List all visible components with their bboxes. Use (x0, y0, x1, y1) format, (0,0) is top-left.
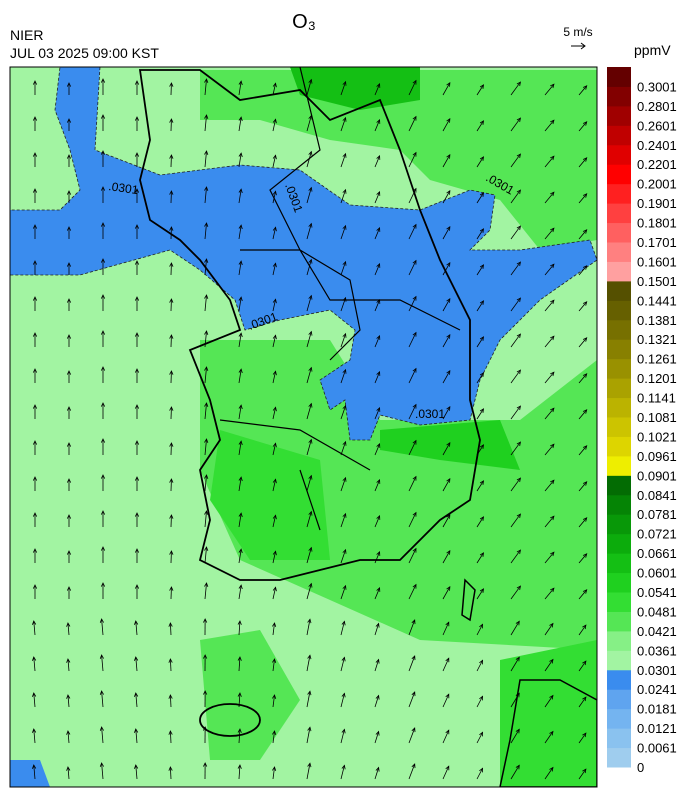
colorbar-segment (607, 242, 631, 262)
colorbar-segment (607, 359, 631, 379)
colorbar-segment (607, 495, 631, 515)
colorbar-label: 0.0901 (637, 468, 677, 483)
colorbar-segment (607, 436, 631, 456)
colorbar-segment (607, 728, 631, 748)
wind-scale: 5 m/s (563, 25, 592, 39)
colorbar-label: 0.3001 (637, 79, 677, 94)
datetime: JUL 03 2025 09:00 KST (10, 45, 159, 61)
colorbar-segment (607, 203, 631, 223)
colorbar-label: 0.1141 (637, 391, 676, 406)
colorbar-segment (607, 709, 631, 729)
colorbar-segment (607, 592, 631, 612)
colorbar-label: 0.0301 (637, 663, 677, 678)
colorbar-label: 0.0181 (637, 702, 677, 717)
colorbar-segment (607, 145, 631, 165)
colorbar-segment (607, 689, 631, 709)
colorbar-segment (607, 475, 631, 495)
colorbar-label: 0.1501 (637, 274, 677, 289)
colorbar-segment (607, 300, 631, 320)
colorbar-label: 0.1201 (637, 371, 677, 386)
colorbar-segment (607, 67, 631, 87)
colorbar-segment (607, 184, 631, 204)
colorbar-segment (607, 650, 631, 670)
colorbar-label: 0.0361 (637, 643, 677, 658)
colorbar-label: 0.0241 (637, 682, 677, 697)
colorbar-label: 0.0961 (637, 449, 677, 464)
colorbar-segment (607, 223, 631, 243)
colorbar-segment (607, 281, 631, 301)
colorbar-label: 0.1381 (637, 313, 677, 328)
colorbar-segment (607, 631, 631, 651)
colorbar-segment (607, 611, 631, 631)
colorbar-label: 0.0421 (637, 624, 677, 639)
colorbar-segment (607, 164, 631, 184)
colorbar-label: 0.2601 (637, 118, 677, 133)
colorbar-segment (607, 417, 631, 437)
colorbar-label: 0.0841 (637, 488, 677, 503)
colorbar-label: 0.1801 (637, 216, 677, 231)
colorbar-segment (607, 125, 631, 145)
colorbar-segment (607, 553, 631, 573)
title: O₃ (292, 11, 316, 33)
colorbar-segment (607, 670, 631, 690)
colorbar-segment (607, 573, 631, 593)
colorbar-label: 0.1261 (637, 352, 677, 367)
colorbar-label: 0.0721 (637, 527, 677, 542)
colorbar-segment (607, 86, 631, 106)
colorbar-label: 0.2201 (637, 157, 677, 172)
colorbar-segment (607, 514, 631, 534)
colorbar-label: 0 (637, 760, 644, 775)
agency: NIER (10, 27, 43, 43)
unit: ppmV (634, 42, 671, 58)
colorbar-segment (607, 378, 631, 398)
colorbar: 0 0.0061 0.0121 0.0181 0.0241 0.0301 0.0361 0.0… (607, 67, 677, 775)
colorbar-label: 0.0541 (637, 585, 677, 600)
colorbar-label: 0.0121 (637, 721, 677, 736)
colorbar-label: 0.0061 (637, 741, 677, 756)
colorbar-segment (607, 106, 631, 126)
colorbar-label: 0.2801 (637, 99, 677, 114)
colorbar-segment (607, 534, 631, 554)
colorbar-label: 0.1321 (637, 332, 677, 347)
colorbar-label: 0.0601 (637, 566, 677, 581)
colorbar-label: 0.0481 (637, 604, 677, 619)
colorbar-label: 0.2401 (637, 138, 677, 153)
colorbar-label: 0.1701 (637, 235, 677, 250)
colorbar-label: 0.1021 (637, 429, 677, 444)
colorbar-label: 0.1601 (637, 254, 677, 269)
colorbar-label: 0.2001 (637, 177, 677, 192)
colorbar-label: 0.1901 (637, 196, 677, 211)
map: .0301.0301.0301.0301.0301 (10, 67, 597, 787)
colorbar-label: 0.1081 (637, 410, 677, 425)
colorbar-segment (607, 339, 631, 359)
colorbar-segment (607, 748, 631, 768)
colorbar-segment (607, 261, 631, 281)
colorbar-segment (607, 320, 631, 340)
contour-label: .0301 (415, 407, 445, 421)
colorbar-segment (607, 398, 631, 418)
colorbar-label: 0.1441 (637, 293, 677, 308)
colorbar-segment (607, 456, 631, 476)
colorbar-label: 0.0781 (637, 507, 677, 522)
colorbar-label: 0.0661 (637, 546, 677, 561)
